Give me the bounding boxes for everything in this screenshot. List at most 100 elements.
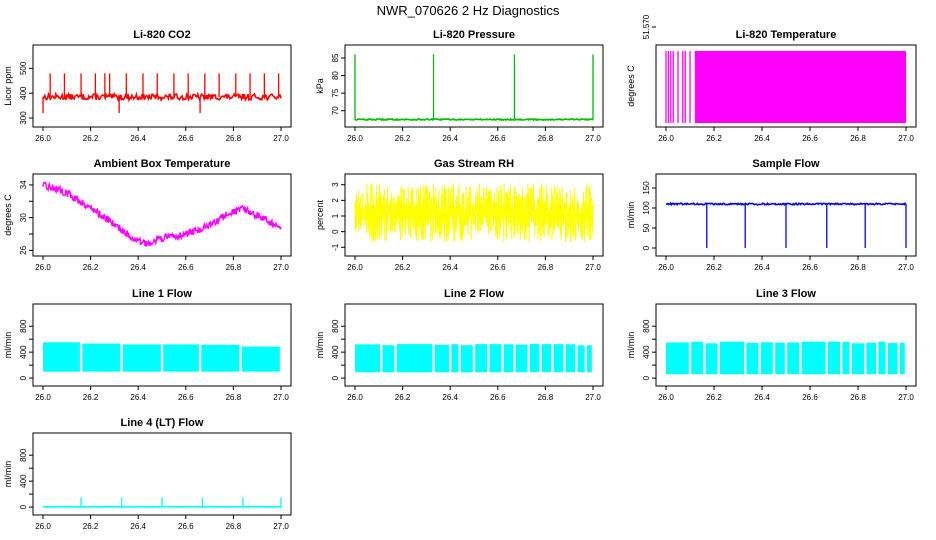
- x-tick-label: 26.2: [706, 263, 722, 272]
- flow-band: [852, 343, 864, 375]
- y-tick-label: 150: [642, 181, 651, 195]
- data-series: [43, 342, 280, 372]
- x-tick-label: 26.8: [538, 393, 554, 402]
- chart-panel: Gas Stream RH percent 26.0 26.2 26.4 26.6 26.8…: [315, 158, 604, 272]
- x-tick-label: 27.0: [273, 393, 289, 402]
- chart-panel: Line 1 Flow ml/min 26.0 26.2 26.4 26.6 26.8 27.…: [3, 288, 292, 402]
- flow-band: [691, 341, 704, 375]
- flow-band: [82, 343, 121, 372]
- y-axis-label: Licor ppm: [3, 66, 13, 106]
- x-tick-label: 26.0: [35, 522, 51, 531]
- page-title: NWR_070626 2 Hz Diagnostics: [376, 3, 560, 18]
- x-tick-label: 26.6: [802, 263, 818, 272]
- x-tick-label: 26.4: [754, 134, 770, 143]
- x-tick-label: 27.0: [585, 134, 601, 143]
- y-tick-label: 1: [331, 213, 340, 218]
- y-tick-label: 800: [19, 448, 28, 462]
- y-axis-label: ml/min: [3, 332, 13, 359]
- y-tick-label: 400: [331, 345, 340, 359]
- x-tick-label: 26.0: [347, 263, 363, 272]
- data-series: [354, 183, 594, 243]
- y-tick-label: 0: [642, 375, 651, 380]
- flow-band: [541, 344, 552, 373]
- x-tick-label: 26.2: [395, 263, 411, 272]
- plot-frame: [344, 173, 604, 257]
- y-tick-label: 80: [331, 71, 340, 80]
- y-tick-label: 26: [19, 245, 28, 254]
- chart-panel: Line 4 (LT) Flow ml/min 26.0 26.2 26.4 26.6 26…: [3, 417, 292, 531]
- flow-band: [396, 344, 433, 373]
- x-tick-label: 26.8: [850, 263, 866, 272]
- chart-panel: Line 2 Flow ml/min 26.0 26.2 26.4 26.6 26.8 27.…: [315, 288, 604, 402]
- data-series: [42, 497, 282, 508]
- flow-band: [241, 346, 280, 372]
- x-tick-label: 26.4: [754, 393, 770, 402]
- y-tick-label: 400: [19, 474, 28, 488]
- flow-band: [201, 344, 240, 372]
- y-tick-label: 400: [19, 345, 28, 359]
- flow-band: [888, 343, 898, 375]
- x-tick-label: 26.8: [538, 263, 554, 272]
- y-tick-label: 500: [19, 61, 28, 75]
- y-tick-label: 0: [19, 504, 28, 509]
- flow-band: [355, 344, 380, 373]
- chart-title: Li-820 CO2: [133, 29, 190, 41]
- flow-band: [828, 341, 840, 375]
- chart-title: Li-820 Temperature: [736, 29, 837, 41]
- flow-band: [489, 344, 502, 373]
- flow-band: [787, 342, 800, 375]
- y-tick-label: 300: [19, 111, 28, 125]
- x-tick-label: 26.2: [83, 522, 99, 531]
- flow-band: [775, 342, 785, 375]
- flow-band: [746, 342, 759, 375]
- x-tick-label: 26.6: [178, 522, 194, 531]
- data-series: [42, 73, 282, 114]
- x-tick-label: 26.0: [35, 263, 51, 272]
- chart-title: Li-820 Pressure: [433, 29, 515, 41]
- chart-title: Line 2 Flow: [444, 288, 504, 300]
- plot-frame: [32, 303, 292, 387]
- data-series: [355, 343, 592, 373]
- x-tick-label: 26.0: [347, 134, 363, 143]
- x-tick-label: 26.8: [226, 522, 242, 531]
- series-line: [42, 91, 282, 103]
- x-tick-label: 26.4: [130, 522, 146, 531]
- chart-title: Line 1 Flow: [132, 288, 192, 300]
- chart-panel: Line 3 Flow ml/min 26.0 26.2 26.4 26.6 26.8 27.…: [626, 288, 917, 402]
- chart-title: Line 4 (LT) Flow: [121, 417, 204, 429]
- x-tick-label: 26.6: [490, 393, 506, 402]
- plot-frame: [655, 303, 917, 387]
- y-tick-label: 34: [19, 180, 28, 189]
- y-tick-label: 800: [19, 319, 28, 333]
- y-axis-label: ml/min: [626, 332, 636, 359]
- plot-frame: [344, 44, 604, 128]
- flow-band: [842, 341, 850, 375]
- x-tick-label: 26.2: [395, 393, 411, 402]
- x-tick-label: 26.8: [226, 393, 242, 402]
- plot-frame: [655, 44, 917, 128]
- flow-band: [163, 344, 199, 372]
- x-tick-label: 26.4: [442, 134, 458, 143]
- y-tick-label: 800: [642, 319, 651, 333]
- x-tick-label: 27.0: [898, 393, 914, 402]
- y-tick-label: 75: [331, 88, 340, 97]
- x-tick-label: 26.8: [226, 263, 242, 272]
- x-tick-label: 26.4: [130, 393, 146, 402]
- chart-title: Sample Flow: [752, 158, 820, 170]
- x-tick-label: 26.2: [83, 263, 99, 272]
- x-tick-label: 26.4: [130, 134, 146, 143]
- data-series: [665, 51, 906, 123]
- x-tick-label: 26.6: [802, 393, 818, 402]
- y-tick-label: 85: [331, 53, 340, 62]
- x-tick-label: 26.4: [754, 263, 770, 272]
- flow-band: [460, 345, 473, 373]
- x-tick-label: 26.8: [538, 134, 554, 143]
- flow-band: [529, 343, 540, 373]
- x-tick-label: 26.6: [178, 134, 194, 143]
- y-tick-label: 0: [19, 375, 28, 380]
- x-tick-label: 26.6: [178, 393, 194, 402]
- flow-band: [553, 344, 564, 373]
- chart-title: Gas Stream RH: [434, 158, 514, 170]
- x-tick-label: 26.0: [658, 134, 674, 143]
